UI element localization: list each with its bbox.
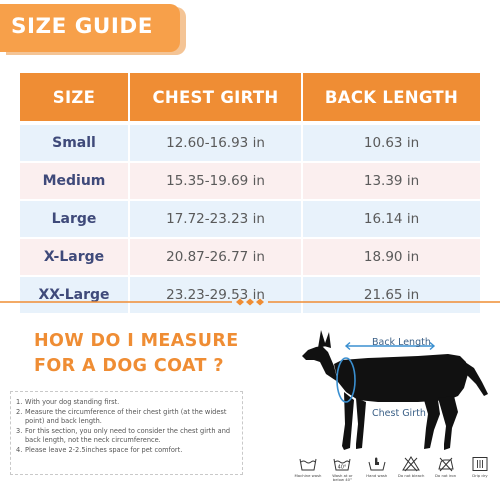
instruction-number: 2. xyxy=(16,407,23,416)
back-length-cell: 10.63 in xyxy=(303,125,480,161)
instruction-item: 3. For this section, you only need to co… xyxy=(16,427,237,446)
size-cell: Medium xyxy=(20,163,128,199)
care-instructions: Machine wash 40° Wash at or below 40° Ha… xyxy=(294,456,492,496)
svg-text:40°: 40° xyxy=(338,465,347,471)
back-length-cell: 18.90 in xyxy=(303,239,480,275)
care-item: Drip dry xyxy=(468,456,492,496)
chest-girth-cell: 15.35-19.69 in xyxy=(130,163,301,199)
instruction-text: Measure the circumference of their chest… xyxy=(25,407,227,426)
size-cell: XX-Large xyxy=(20,277,128,313)
care-caption: Hand wash xyxy=(366,473,388,478)
chest-girth-loop xyxy=(336,357,356,403)
care-item: Hand wash xyxy=(365,456,389,496)
page-title: SIZE GUIDE xyxy=(11,14,153,39)
title-banner: SIZE GUIDE xyxy=(0,4,180,52)
instruction-item: 2. Measure the circumference of their ch… xyxy=(16,408,237,427)
section-divider xyxy=(0,298,500,306)
instruction-text: For this section, you only need to consi… xyxy=(25,426,231,445)
measure-heading-line-1: HOW DO I MEASURE xyxy=(34,331,239,351)
instruction-text: With your dog standing first. xyxy=(25,398,120,406)
instruction-text: Please leave 2-2.5inches space for pet c… xyxy=(25,445,183,454)
table-row: Medium 15.35-19.69 in 13.39 in xyxy=(20,163,480,199)
measure-heading-line-2: FOR A DOG COAT ? xyxy=(34,356,224,376)
column-header-size: SIZE xyxy=(20,73,128,121)
back-length-cell: 13.39 in xyxy=(303,163,480,199)
size-table: SIZE CHEST GIRTH BACK LENGTH Small 12.60… xyxy=(20,73,480,315)
instruction-item: 4. Please leave 2-2.5inches space for pe… xyxy=(16,446,237,456)
back-length-label: Back Length xyxy=(372,337,431,348)
care-caption: Machine wash xyxy=(294,473,322,478)
instructions-box: 1. With your dog standing first. 2. Meas… xyxy=(10,391,243,475)
instruction-item: 1. With your dog standing first. xyxy=(16,398,237,408)
chest-girth-cell: 20.87-26.77 in xyxy=(130,239,301,275)
table-header-row: SIZE CHEST GIRTH BACK LENGTH xyxy=(20,73,480,121)
size-cell: X-Large xyxy=(20,239,128,275)
care-caption: Do not iron xyxy=(434,473,457,478)
care-caption: Do not bleach xyxy=(397,473,425,478)
chest-girth-cell: 23.23-29.53 in xyxy=(130,277,301,313)
chest-girth-label: Chest Girth xyxy=(372,408,426,419)
column-header-chest-girth: CHEST GIRTH xyxy=(130,73,301,121)
size-cell: Large xyxy=(20,201,128,237)
machine-wash-icon xyxy=(299,458,317,471)
chest-girth-cell: 17.72-23.23 in xyxy=(130,201,301,237)
care-item: Do not iron xyxy=(434,456,458,496)
back-length-cell: 16.14 in xyxy=(303,201,480,237)
care-item: Do not bleach xyxy=(397,456,425,496)
column-header-back-length: BACK LENGTH xyxy=(303,73,480,121)
table-row: X-Large 20.87-26.77 in 18.90 in xyxy=(20,239,480,275)
size-cell: Small xyxy=(20,125,128,161)
back-length-cell: 21.65 in xyxy=(303,277,480,313)
instruction-number: 1. xyxy=(16,398,23,406)
chest-girth-cell: 12.60-16.93 in xyxy=(130,125,301,161)
table-row: Large 17.72-23.23 in 16.14 in xyxy=(20,201,480,237)
hand-wash-icon xyxy=(368,457,386,471)
do-not-bleach-icon xyxy=(402,456,421,472)
dog-silhouette xyxy=(302,330,488,450)
measure-heading: HOW DO I MEASURE FOR A DOG COAT ? xyxy=(34,329,274,379)
table-row: Small 12.60-16.93 in 10.63 in xyxy=(20,125,480,161)
do-not-iron-icon xyxy=(437,457,454,472)
table-row: XX-Large 23.23-29.53 in 21.65 in xyxy=(20,277,480,313)
back-length-arrow xyxy=(344,341,436,351)
care-item: Machine wash xyxy=(294,456,322,496)
care-caption: Drip dry xyxy=(472,473,488,478)
drip-dry-icon xyxy=(472,457,488,471)
instruction-number: 3. xyxy=(16,426,23,435)
care-item: 40° Wash at or below 40° xyxy=(330,456,354,496)
dog-measurement-diagram xyxy=(302,330,488,450)
care-caption: Wash at or below 40° xyxy=(332,473,353,483)
wash-40-icon: 40° xyxy=(333,458,351,471)
instruction-number: 4. xyxy=(16,445,23,454)
